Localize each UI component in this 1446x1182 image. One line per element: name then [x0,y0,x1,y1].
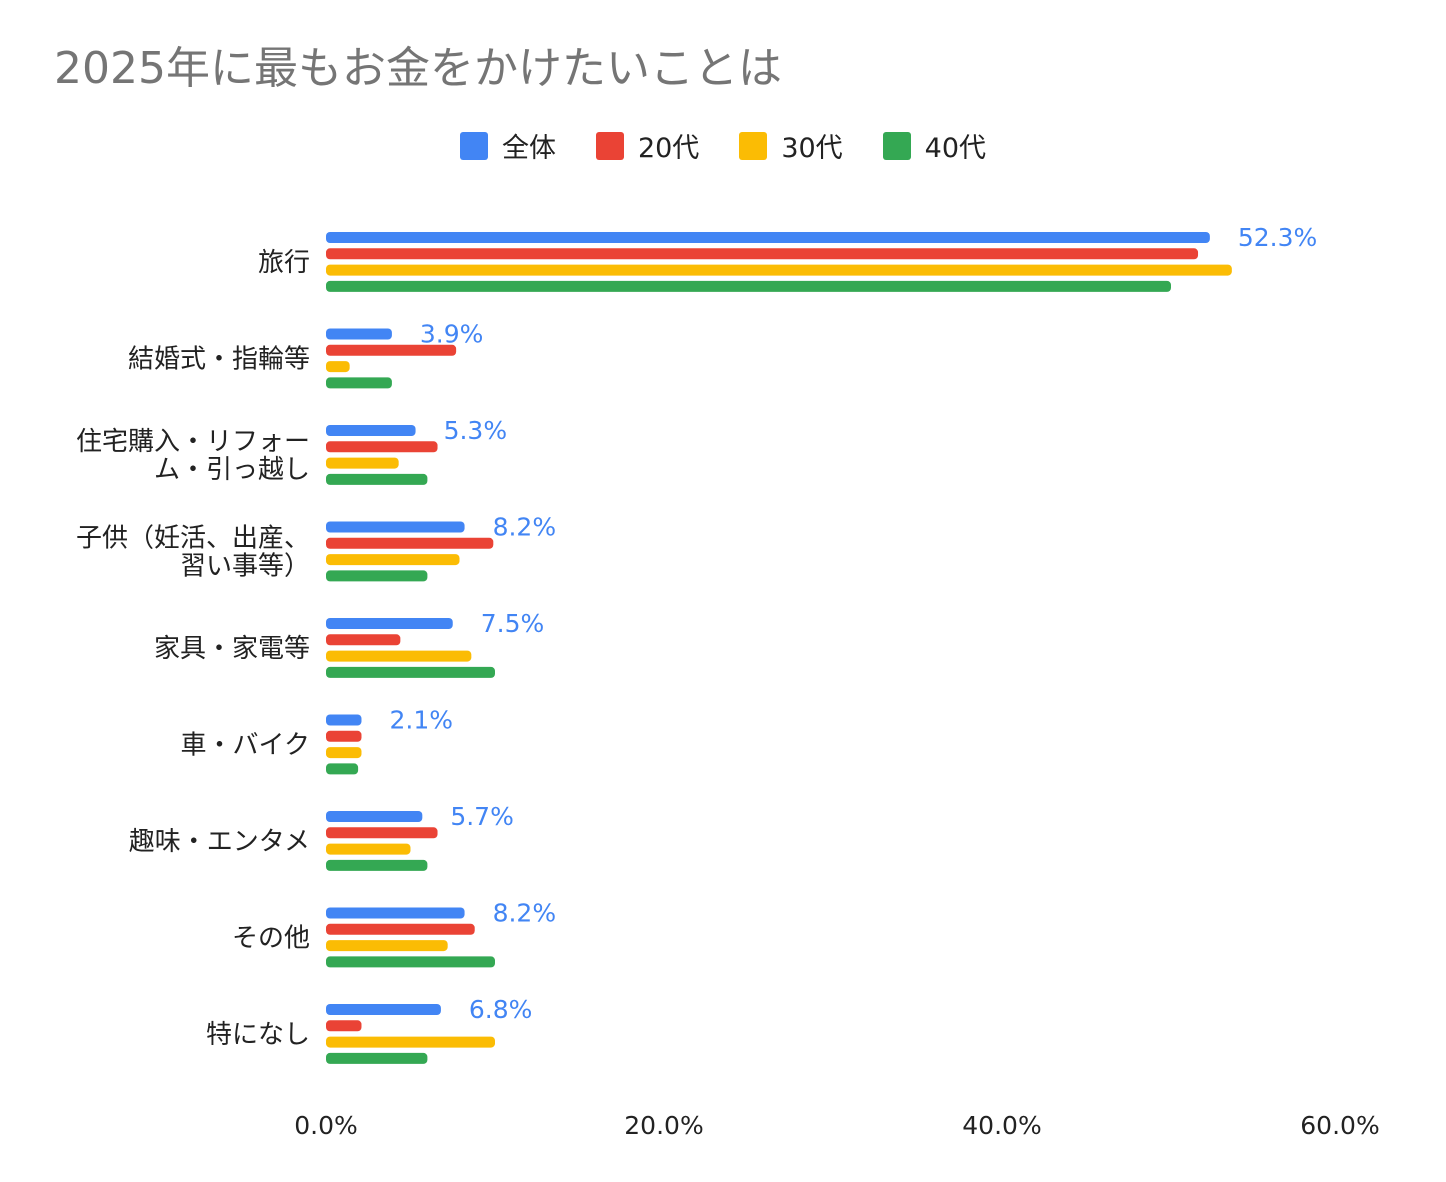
chart-title: 2025年に最もお金をかけたいことは [54,43,782,94]
x-tick-label-2: 40.0% [962,1111,1041,1140]
bar-20代-2[interactable] [326,441,438,453]
category-label-8: 特になし [206,1020,310,1050]
data-label-2: 5.3% [444,416,508,445]
data-label-8: 6.8% [469,995,533,1024]
bar-40代-4[interactable] [326,666,495,678]
category-label-7: その他 [232,923,310,953]
bar-20代-4[interactable] [326,634,401,646]
bar-30代-7[interactable] [326,940,448,952]
bar-40代-1[interactable] [326,377,392,389]
x-tick-label-1: 20.0% [624,1111,703,1140]
bar-30代-6[interactable] [326,843,411,855]
category-label-4: 家具・家電等 [154,634,310,664]
bar-30代-3[interactable] [326,554,460,566]
bar-40代-6[interactable] [326,859,428,871]
bar-40代-3[interactable] [326,570,428,582]
bar-40代-0[interactable] [326,280,1171,292]
bar-全体-8[interactable] [326,1004,441,1015]
legend-swatch-3 [882,131,911,160]
bar-全体-6[interactable] [326,811,423,822]
bar-40代-2[interactable] [326,473,428,485]
x-tick-label-0: 0.0% [294,1111,358,1140]
bar-20代-3[interactable] [326,537,494,549]
bar-20代-0[interactable] [326,248,1199,260]
legend-item-0[interactable]: 全体 [459,126,556,165]
legend-swatch-2 [739,131,768,160]
x-tick-label-3: 60.0% [1300,1111,1379,1140]
category-label-6: 趣味・エンタメ [129,827,310,857]
legend-label-0: 全体 [501,133,556,164]
bar-30代-5[interactable] [326,747,362,759]
bar-20代-8[interactable] [326,1020,362,1032]
bar-40代-8[interactable] [326,1052,428,1064]
bar-20代-1[interactable] [326,344,457,356]
category-label-1: 結婚式・指輪等 [128,344,310,374]
legend-item-3[interactable]: 40代 [882,126,987,165]
bar-全体-1[interactable] [326,328,392,340]
legend-item-1[interactable]: 20代 [595,126,700,165]
data-label-4: 7.5% [481,609,545,638]
data-label-5: 2.1% [389,706,453,735]
legend-item-2[interactable]: 30代 [739,126,843,165]
category-label-3-line-1: 習い事等） [180,551,310,581]
bar-40代-7[interactable] [326,956,495,968]
data-label-7: 8.2% [493,899,557,928]
bar-30代-1[interactable] [326,361,350,373]
bar-30代-2[interactable] [326,457,399,469]
bar-全体-2[interactable] [326,425,416,436]
legend-label-2: 30代 [781,133,843,164]
bar-30代-4[interactable] [326,650,472,662]
data-label-6: 5.7% [450,802,514,831]
category-label-2-line-1: ム・引っ越し [154,455,310,485]
bar-40代-5[interactable] [326,763,359,775]
bar-30代-0[interactable] [326,264,1232,276]
bar-20代-7[interactable] [326,923,475,935]
bar-全体-7[interactable] [326,907,465,919]
data-label-1: 3.9% [420,320,484,349]
legend-label-3: 40代 [924,133,987,164]
data-label-0: 52.3% [1238,223,1317,252]
data-label-3: 8.2% [493,513,557,542]
category-label-3-line-0: 子供（妊活、出産、 [76,523,310,553]
bar-20代-5[interactable] [326,730,362,742]
bar-全体-5[interactable] [326,714,362,726]
bar-20代-6[interactable] [326,827,438,839]
bar-30代-8[interactable] [326,1036,495,1048]
legend-swatch-0 [459,131,488,160]
category-label-0: 旅行 [258,248,310,278]
chart-legend: 全体 20代 30代 40代 [0,126,1446,165]
category-label-5: 車・バイク [181,730,310,760]
bar-全体-3[interactable] [326,521,465,533]
category-label-2-line-0: 住宅購入・リフォー [76,427,310,457]
legend-label-1: 20代 [637,133,700,164]
bar-全体-4[interactable] [326,618,453,629]
bar-全体-0[interactable] [326,232,1210,243]
legend-swatch-1 [595,131,624,160]
